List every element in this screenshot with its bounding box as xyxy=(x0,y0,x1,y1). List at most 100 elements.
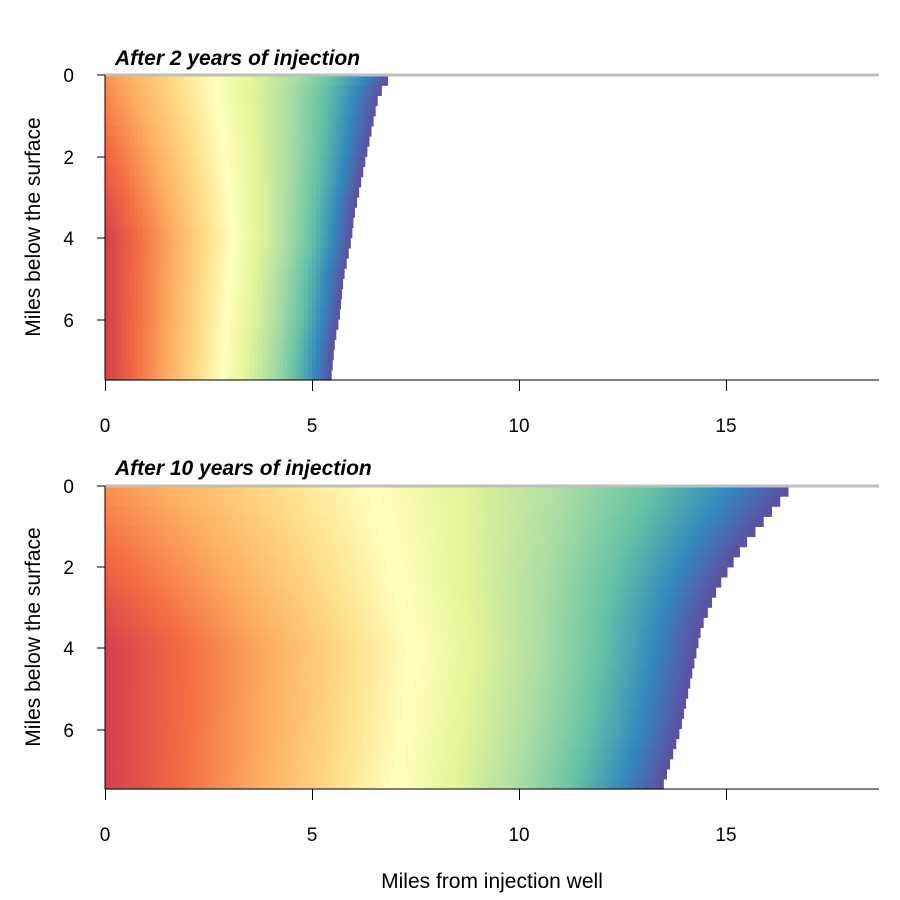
heat-cell xyxy=(237,637,243,649)
x-tick-label: 15 xyxy=(715,416,736,437)
heat-cell xyxy=(204,268,210,279)
heat-cell xyxy=(125,207,131,218)
heat-cell xyxy=(196,516,201,527)
heat-cell xyxy=(543,627,549,639)
heat-cell xyxy=(266,105,272,117)
heat-cell xyxy=(560,536,566,548)
heat-cell xyxy=(672,657,677,669)
heat-cell xyxy=(105,176,110,188)
heat-cell xyxy=(465,657,470,669)
heat-cell xyxy=(150,536,156,548)
heat-cell xyxy=(676,587,681,598)
heat-cell xyxy=(336,506,342,517)
heat-cell xyxy=(254,217,259,229)
heat-cell xyxy=(175,566,181,578)
heat-cell xyxy=(212,339,218,351)
heat-cell xyxy=(663,647,669,659)
heat-cell xyxy=(142,526,147,538)
heat-cell xyxy=(183,677,189,689)
heat-cell xyxy=(291,288,296,300)
heat-cell xyxy=(369,647,375,659)
heat-cell xyxy=(345,576,350,588)
heat-cell xyxy=(295,667,301,679)
heat-cell xyxy=(158,298,164,310)
heat-cell xyxy=(626,516,632,527)
heat-cell xyxy=(634,556,640,568)
heat-cell xyxy=(634,677,640,689)
heat-cell xyxy=(208,186,214,198)
heat-cell xyxy=(692,647,697,659)
heat-cell xyxy=(282,146,288,157)
heat-cell xyxy=(121,688,127,699)
heat-cell xyxy=(167,647,172,659)
heat-cell xyxy=(332,657,338,669)
heat-cell xyxy=(444,546,450,558)
heat-cell xyxy=(316,85,321,96)
heat-cell xyxy=(249,258,255,269)
heat-cell xyxy=(568,566,574,578)
heat-cell xyxy=(282,667,288,679)
heat-cell xyxy=(572,516,578,527)
heat-cell xyxy=(142,637,147,649)
heat-cell xyxy=(200,688,205,699)
heat-cell xyxy=(585,576,590,588)
heat-cell xyxy=(150,278,156,290)
heat-cell xyxy=(220,587,226,598)
heat-cell xyxy=(647,526,652,538)
heat-cell xyxy=(336,75,342,86)
heat-cell xyxy=(262,369,268,381)
heat-cell xyxy=(142,247,147,259)
heat-cell xyxy=(324,359,330,371)
heat-cell xyxy=(568,657,574,669)
heat-cell xyxy=(278,339,284,351)
heat-cell xyxy=(746,526,752,538)
heat-cell xyxy=(626,607,632,618)
heat-cell xyxy=(254,278,259,290)
heat-cell xyxy=(212,115,218,127)
heat-cell xyxy=(278,308,284,320)
heat-cell xyxy=(667,597,673,608)
heat-cell xyxy=(609,597,615,608)
heat-cell xyxy=(696,506,702,517)
heat-cell xyxy=(473,688,479,699)
heat-cell xyxy=(527,677,532,689)
heat-cell xyxy=(328,166,334,178)
heat-cell xyxy=(179,339,185,351)
heat-cell xyxy=(237,657,243,669)
heat-cell xyxy=(233,217,239,229)
heat-cell xyxy=(266,207,272,218)
heat-cell xyxy=(332,268,338,279)
heat-cell xyxy=(398,647,404,659)
heat-cell xyxy=(614,496,619,507)
heat-cell xyxy=(651,647,657,659)
heat-cell xyxy=(105,637,110,649)
heat-cell xyxy=(552,546,557,558)
heat-cell xyxy=(618,566,623,578)
heat-cell xyxy=(274,125,280,137)
heat-cell xyxy=(133,268,139,279)
heat-cell xyxy=(146,95,152,107)
heat-cell xyxy=(349,637,354,649)
heat-cell xyxy=(701,526,706,538)
heat-cell xyxy=(345,526,350,538)
heat-cell xyxy=(614,536,619,548)
heat-cell xyxy=(133,186,139,198)
heat-cell xyxy=(229,146,234,157)
heat-cell xyxy=(121,288,127,300)
heat-cell xyxy=(282,247,288,259)
heat-cell xyxy=(200,516,205,527)
heat-cell xyxy=(518,506,524,517)
heat-cell xyxy=(407,506,412,517)
heat-cell xyxy=(113,308,119,320)
heat-cell xyxy=(547,536,553,548)
heat-cell xyxy=(150,688,156,699)
heat-cell xyxy=(278,359,284,371)
heat-cell xyxy=(324,647,330,659)
heat-cell xyxy=(237,647,243,659)
heat-cell xyxy=(552,566,557,578)
heat-cell xyxy=(510,556,516,568)
heat-cell xyxy=(274,105,280,117)
heat-cell xyxy=(398,516,404,527)
heat-cell xyxy=(605,597,611,608)
heat-cell xyxy=(262,166,268,178)
